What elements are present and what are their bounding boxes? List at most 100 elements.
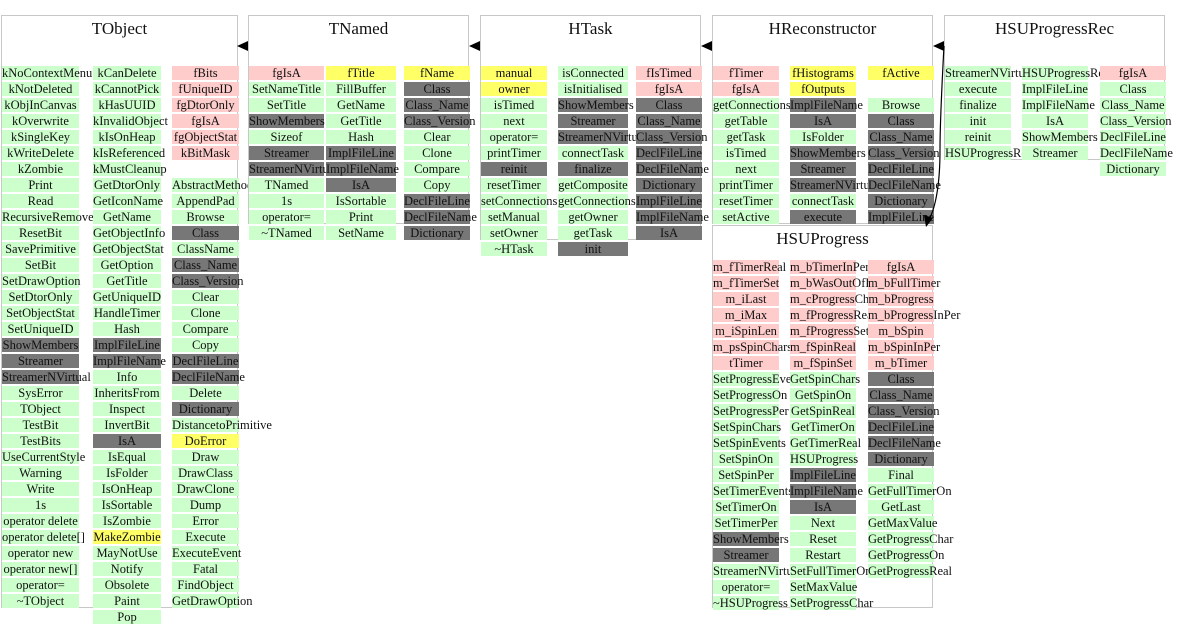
method-setuniqueid: SetUniqueID <box>2 322 79 336</box>
method-info: Info <box>93 370 161 384</box>
inherited-member-implfilename: ImplFileName <box>93 354 166 368</box>
private-member-fgisa: fgIsA <box>249 66 324 80</box>
private-member-fgisa: fgIsA <box>713 82 779 96</box>
inherited-member-showmembers: ShowMembers <box>713 532 789 546</box>
public-member-doerror: DoError <box>172 434 239 448</box>
method-fatal: Fatal <box>172 562 239 576</box>
method-setname: SetName <box>326 226 396 240</box>
method-handletimer: HandleTimer <box>93 306 161 320</box>
inherited-member-streamer: Streamer <box>2 354 79 368</box>
class-box-htask: HTask manual owner isTimed next operator= prin… <box>480 15 709 256</box>
method-getspinchars: GetSpinChars <box>790 372 861 386</box>
method-inheritsfrom: InheritsFrom <box>93 386 161 400</box>
method-resettimer: resetTimer <box>713 194 779 208</box>
inherited-member-streamer: Streamer <box>790 162 856 176</box>
inherited-member-declfilename: DeclFileName <box>404 210 477 224</box>
method-gettitle: GetTitle <box>326 114 396 128</box>
method-hsuprogressrec: HSUProgressRec <box>945 146 1033 160</box>
method-istimed: isTimed <box>713 146 779 160</box>
private-member-m-btimerinper: m_bTimerInPer <box>790 260 870 274</box>
private-member-fgisa: fgIsA <box>868 260 934 274</box>
method-drawclone: DrawClone <box>172 482 239 496</box>
method-delete: Delete <box>172 386 239 400</box>
method-setconnections: setConnections <box>481 194 558 208</box>
method-isfolder: IsFolder <box>93 466 161 480</box>
method-settimerper: SetTimerPer <box>713 516 779 530</box>
method-1s: 1s <box>2 498 79 512</box>
private-member-kbitmask: kBitMask <box>172 146 239 160</box>
method-gettask: getTask <box>713 130 779 144</box>
method-drawclass: DrawClass <box>172 466 239 480</box>
method-browse: Browse <box>172 210 239 224</box>
inherited-member-isa: IsA <box>326 178 396 192</box>
private-member-ftimer: fTimer <box>713 66 779 80</box>
inherited-member-implfileline: ImplFileLine <box>93 338 161 352</box>
method-setprogresson: SetProgressOn <box>713 388 788 402</box>
private-member-m-btimer: m_bTimer <box>868 356 934 370</box>
method-resetbit: ResetBit <box>2 226 79 240</box>
method-setmaxvalue: SetMaxValue <box>790 580 858 594</box>
inherited-member-dictionary: Dictionary <box>868 194 934 208</box>
inherited-member-declfilename: DeclFileName <box>868 178 941 192</box>
inherited-member-streamer: Streamer <box>713 548 779 562</box>
method-gettimeron: GetTimerOn <box>790 420 856 434</box>
arrow-tnamed-to-tobject <box>237 41 248 51</box>
method-invertbit: InvertBit <box>93 418 161 432</box>
method-draw: Draw <box>172 450 239 464</box>
method-hsuprogress: ~HSUProgress <box>713 596 788 610</box>
class-box-tnamed: TNamed fgIsA SetNameTitle SetTitle ShowMembe… <box>248 15 477 240</box>
private-member-fistimed: fIsTimed <box>636 66 702 80</box>
inherited-member-class: Class <box>868 372 934 386</box>
arrow-htask-to-tnamed <box>469 41 480 51</box>
method-getuniqueid: GetUniqueID <box>93 290 162 304</box>
private-member-ttimer: tTimer <box>713 356 779 370</box>
method-class-version: Class_Version <box>1100 114 1172 128</box>
inherited-member-reinit: reinit <box>481 162 547 176</box>
method-connecttask: connectTask <box>558 146 628 160</box>
method-operator: operator= <box>249 210 324 224</box>
method-operator: operator= <box>713 580 779 594</box>
public-member-foutputs: fOutputs <box>790 82 856 96</box>
method-maynotuse: MayNotUse <box>93 546 161 560</box>
inherited-member-isa: IsA <box>790 500 856 514</box>
method-operator-new: operator new[] <box>2 562 79 576</box>
inherited-member-declfileline: DeclFileLine <box>636 146 702 160</box>
private-member-m-fprogressreal: m_fProgressReal <box>790 308 877 322</box>
method-connecttask: connectTask <box>790 194 856 208</box>
inherited-member-class: Class <box>404 82 470 96</box>
method-testbits: TestBits <box>2 434 79 448</box>
method-operator-new: operator new <box>2 546 79 560</box>
method-printtimer: printTimer <box>713 178 779 192</box>
private-member-m-ilast: m_iLast <box>713 292 779 306</box>
private-member-m-bfulltimer: m_bFullTimer <box>868 276 941 290</box>
method-isonheap: IsOnHeap <box>93 482 161 496</box>
method-setmanual: setManual <box>481 210 547 224</box>
method-1s: 1s <box>249 194 324 208</box>
method-isfolder: IsFolder <box>790 130 856 144</box>
method-getspinon: GetSpinOn <box>790 388 856 402</box>
method-clone: Clone <box>172 306 239 320</box>
method-paint: Paint <box>93 594 161 608</box>
method-getspinreal: GetSpinReal <box>790 404 856 418</box>
method-operator: operator= <box>2 578 79 592</box>
private-member-fgisa: fgIsA <box>636 82 702 96</box>
method-next: Next <box>790 516 856 530</box>
inherited-member-streamernvirtual: StreamerNVirtual <box>2 370 91 384</box>
private-member-fgisa: fgIsA <box>172 114 239 128</box>
method-copy: Copy <box>172 338 239 352</box>
method-geticonname: GetIconName <box>93 194 164 208</box>
method-getmaxvalue: GetMaxValue <box>868 516 938 530</box>
inherited-member-class-name: Class_Name <box>868 130 934 144</box>
method-setspinon: SetSpinOn <box>713 452 779 466</box>
method-getobjectstat: GetObjectStat <box>93 242 164 256</box>
class-title: HTask <box>568 19 613 38</box>
method-tnamed: TNamed <box>249 178 324 192</box>
method-showmembers: ShowMembers <box>1022 130 1098 144</box>
inherited-member-isa: IsA <box>790 114 856 128</box>
method-tobject: TObject <box>2 402 79 416</box>
method-saveprimitive: SavePrimitive <box>2 242 79 256</box>
arrow-hreconstructor-to-htask <box>701 41 712 51</box>
inherited-member-class-version: Class_Version <box>404 114 476 128</box>
method-ksinglekey: kSingleKey <box>2 130 79 144</box>
class-title: HReconstructor <box>768 19 877 38</box>
